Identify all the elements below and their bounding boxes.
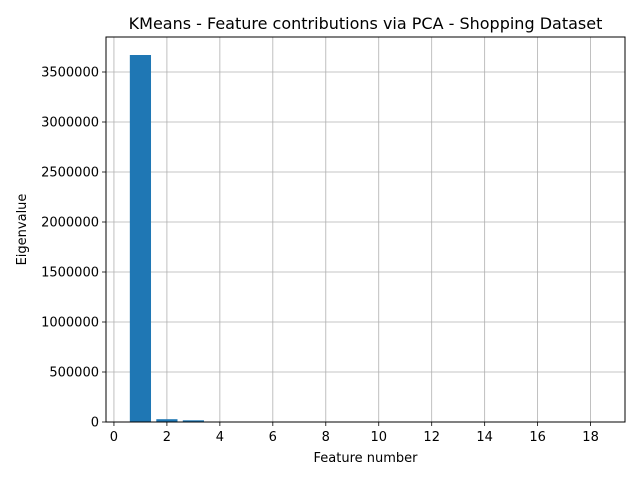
x-axis-label: Feature number <box>314 451 419 466</box>
x-tick-label: 10 <box>370 430 387 445</box>
x-tick-label: 2 <box>163 430 171 445</box>
chart-title: KMeans - Feature contributions via PCA -… <box>129 14 603 33</box>
x-tick-label: 0 <box>110 430 118 445</box>
x-tick-label: 16 <box>529 430 546 445</box>
y-axis-label: Eigenvalue <box>15 194 30 266</box>
y-tick-label: 3000000 <box>41 116 99 131</box>
y-tick-label: 500000 <box>49 366 99 381</box>
y-tick-label: 1000000 <box>41 316 99 331</box>
x-tick-label: 18 <box>582 430 599 445</box>
x-tick-label: 6 <box>269 430 277 445</box>
x-tick-label: 14 <box>476 430 493 445</box>
y-tick-label: 3500000 <box>41 66 99 81</box>
x-tick-label: 8 <box>322 430 330 445</box>
y-tick-label: 2000000 <box>41 216 99 231</box>
x-tick-label: 4 <box>216 430 224 445</box>
y-tick-label: 0 <box>91 416 99 431</box>
y-tick-label: 2500000 <box>41 166 99 181</box>
y-tick-label: 1500000 <box>41 266 99 281</box>
x-tick-label: 12 <box>423 430 440 445</box>
bar <box>130 55 151 422</box>
